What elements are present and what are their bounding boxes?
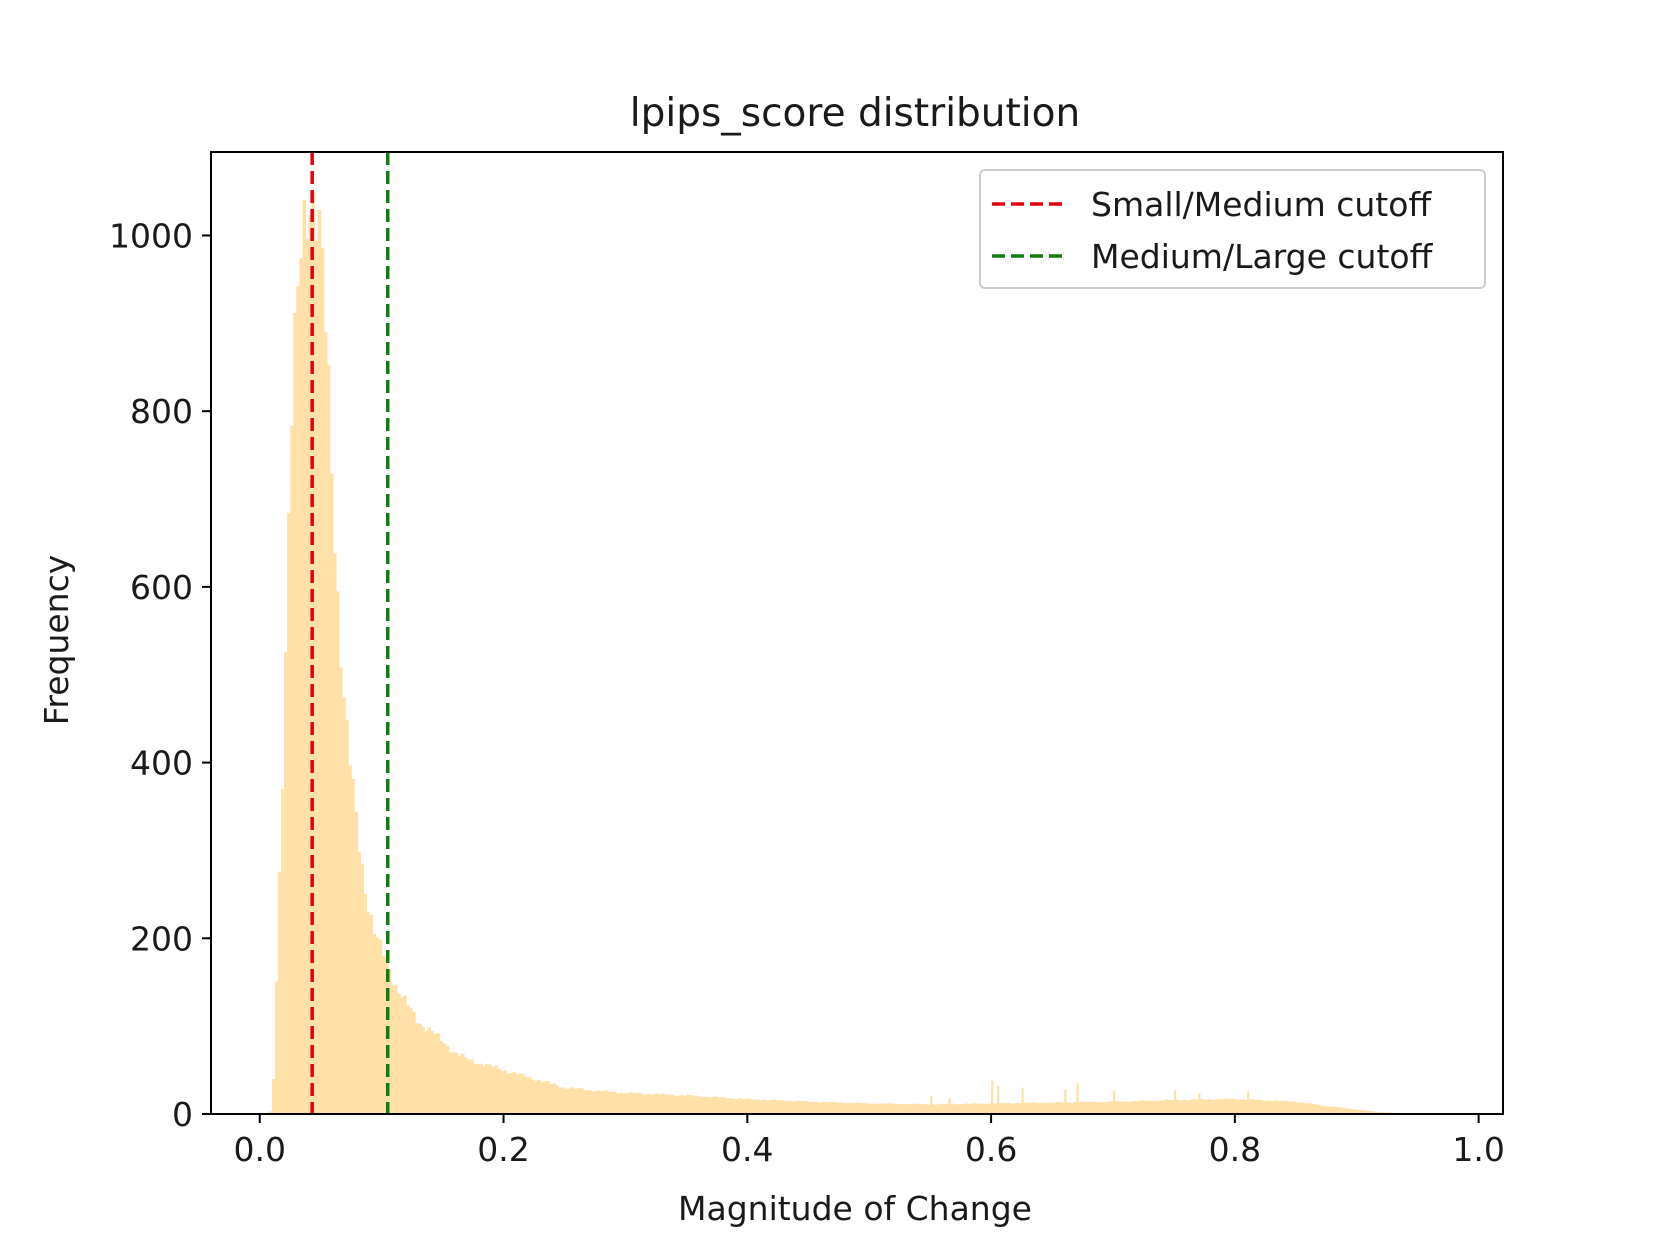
- y-tick-label: 200: [130, 919, 193, 958]
- x-tick-label: 0.6: [965, 1130, 1017, 1169]
- histogram-spike: [1076, 1083, 1078, 1114]
- y-tick-label: 1000: [109, 216, 193, 255]
- histogram-spike: [1113, 1091, 1115, 1114]
- histogram-spike: [1174, 1090, 1176, 1114]
- x-tick-label: 0.2: [477, 1130, 529, 1169]
- histogram-spike: [1247, 1091, 1249, 1114]
- histogram-spike: [1064, 1089, 1066, 1114]
- y-tick-label: 400: [130, 744, 193, 783]
- x-tick-label: 0.0: [234, 1130, 286, 1169]
- histogram-spike: [991, 1081, 993, 1114]
- x-axis-title: Magnitude of Change: [678, 1189, 1032, 1228]
- y-tick-label: 0: [172, 1095, 193, 1134]
- legend-label-small-medium: Small/Medium cutoff: [1091, 185, 1432, 224]
- legend-label-medium-large: Medium/Large cutoff: [1091, 237, 1434, 276]
- legend: Small/Medium cutoff Medium/Large cutoff: [980, 170, 1485, 288]
- y-tick-label: 800: [130, 392, 193, 431]
- y-tick-label: 600: [130, 568, 193, 607]
- x-tick-label: 0.8: [1209, 1130, 1261, 1169]
- histogram-spike: [1198, 1093, 1200, 1114]
- chart-title: lpips_score distribution: [630, 91, 1080, 136]
- histogram-spike: [948, 1098, 950, 1114]
- x-tick-label: 1.0: [1452, 1130, 1504, 1169]
- histogram-spike: [930, 1096, 932, 1114]
- histogram-spike: [997, 1086, 999, 1114]
- y-axis-title: Frequency: [37, 555, 76, 725]
- histogram-spike: [1022, 1088, 1024, 1114]
- x-tick-label: 0.4: [721, 1130, 773, 1169]
